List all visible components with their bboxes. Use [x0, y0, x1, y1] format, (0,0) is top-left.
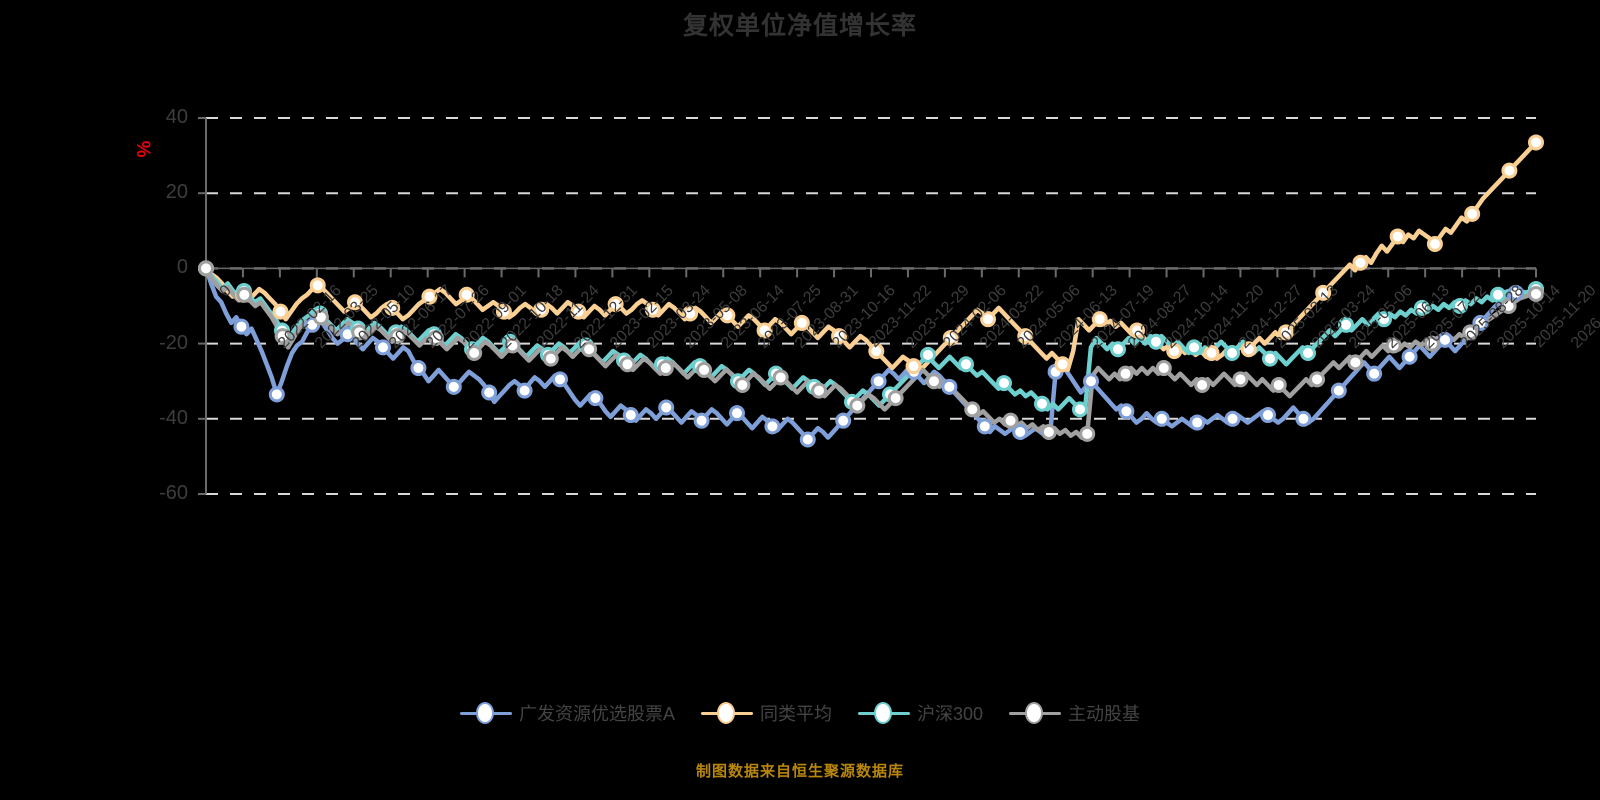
legend-marker-icon: [459, 702, 512, 724]
legend-marker-icon: [700, 702, 753, 724]
y-axis-tick-label: 0: [176, 256, 188, 279]
y-axis-tick-label: 40: [165, 106, 188, 128]
legend-item-2[interactable]: 沪深300: [857, 700, 984, 726]
legend-label: 主动股基: [1068, 704, 1141, 724]
legend-marker-icon: [857, 702, 910, 724]
legend-item-0[interactable]: 广发资源优选股票A: [459, 700, 675, 726]
legend-item-3[interactable]: 主动股基: [1009, 700, 1140, 726]
legend-dot: [475, 702, 494, 724]
legend-dot: [873, 702, 892, 724]
legend-label: 广发资源优选股票A: [518, 704, 675, 724]
legend-dot: [1025, 702, 1044, 724]
y-axis-tick-label: 20: [165, 181, 188, 204]
y-axis-tick-label: -20: [159, 331, 188, 354]
legend-marker-icon: [1009, 702, 1062, 724]
y-axis-unit-label: %: [134, 140, 156, 158]
chart-legend: 广发资源优选股票A 同类平均 沪深300 主动股基: [0, 700, 1600, 726]
source-note: 制图数据来自恒生聚源数据库: [695, 763, 904, 780]
page-title: 复权单位净值增长率: [682, 12, 917, 40]
y-axis-tick-label: -40: [159, 406, 188, 429]
legend-label: 同类平均: [759, 704, 832, 724]
legend-dot: [716, 702, 735, 724]
legend-label: 沪深300: [916, 704, 984, 724]
legend-item-1[interactable]: 同类平均: [700, 700, 832, 726]
y-axis-tick-label: -60: [159, 482, 188, 504]
